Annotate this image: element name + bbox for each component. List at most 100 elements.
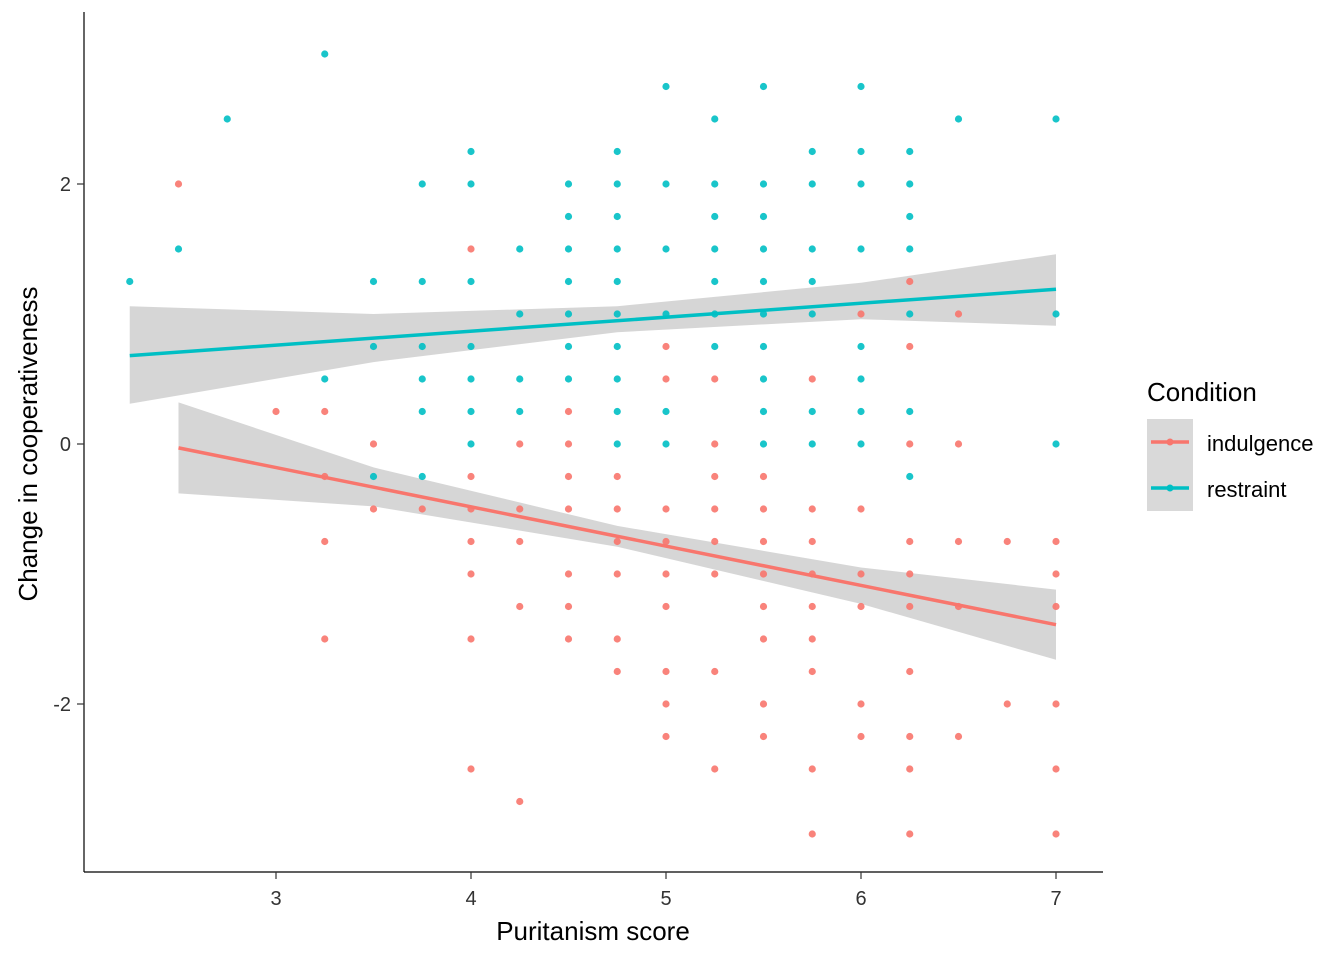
data-point-restraint (516, 245, 524, 253)
data-point-indulgence (906, 440, 914, 448)
data-point-indulgence (711, 570, 719, 578)
data-point-restraint (906, 310, 914, 318)
data-point-indulgence (1052, 602, 1060, 611)
data-point-restraint (467, 342, 475, 351)
data-point-restraint (467, 440, 475, 448)
data-point-indulgence (759, 602, 768, 611)
data-point-indulgence (711, 440, 719, 448)
data-point-restraint (564, 277, 573, 286)
data-point-restraint (808, 310, 816, 318)
data-point-restraint (126, 277, 134, 286)
data-point-indulgence (906, 732, 914, 741)
data-point-restraint (759, 440, 768, 448)
data-point-indulgence (662, 375, 670, 383)
legend-item-indulgence: indulgence (1147, 419, 1313, 465)
data-point-restraint (516, 407, 524, 416)
data-point-restraint (516, 375, 524, 383)
data-point-indulgence (1052, 830, 1060, 838)
y-axis-title: Change in cooperativeness (13, 286, 43, 601)
data-point-restraint (369, 472, 378, 481)
data-point-restraint (613, 375, 621, 383)
data-point-indulgence (662, 732, 670, 741)
data-point-indulgence (711, 472, 719, 481)
data-point-indulgence (857, 505, 865, 513)
data-point-indulgence (808, 602, 816, 611)
data-point-restraint (857, 82, 865, 91)
data-point-restraint (759, 277, 768, 286)
data-point-indulgence (954, 537, 963, 546)
data-point-indulgence (174, 180, 183, 188)
data-point-indulgence (808, 375, 816, 383)
data-point-indulgence (516, 797, 524, 806)
data-point-restraint (906, 147, 914, 156)
data-point-restraint (418, 180, 426, 188)
data-point-restraint (467, 277, 475, 286)
data-point-indulgence (516, 440, 524, 448)
data-point-restraint (418, 342, 426, 351)
data-point-indulgence (857, 602, 865, 611)
data-point-indulgence (711, 375, 719, 383)
data-point-indulgence (857, 310, 865, 318)
data-point-restraint (711, 212, 719, 221)
data-point-restraint (1052, 440, 1060, 448)
data-point-restraint (418, 472, 426, 481)
data-point-restraint (1052, 115, 1060, 123)
legend-label-indulgence: indulgence (1207, 431, 1313, 456)
data-point-indulgence (759, 570, 768, 578)
data-point-indulgence (516, 505, 524, 513)
x-tick-label: 7 (1050, 888, 1061, 910)
data-point-indulgence (467, 472, 475, 481)
ticks: 3 4 5 6 7 -2 0 2 (53, 174, 1061, 910)
data-point-indulgence (1052, 765, 1060, 773)
data-point-indulgence (467, 765, 475, 773)
data-point-restraint (516, 310, 524, 318)
data-point-indulgence (759, 635, 768, 643)
data-point-indulgence (808, 765, 816, 773)
data-point-indulgence (954, 310, 963, 318)
data-point-indulgence (272, 407, 280, 416)
data-point-restraint (662, 245, 670, 253)
confidence-ribbon-indulgence (178, 402, 1056, 660)
data-point-restraint (857, 407, 865, 416)
fit-line-indulgence (178, 446, 1057, 627)
data-point-indulgence (369, 505, 378, 513)
data-point-indulgence (808, 505, 816, 513)
data-point-restraint (613, 310, 621, 318)
data-point-indulgence (613, 537, 621, 546)
data-point-restraint (711, 342, 719, 351)
data-point-restraint (857, 180, 865, 188)
data-point-restraint (564, 212, 573, 221)
data-point-restraint (759, 342, 768, 351)
data-point-indulgence (516, 602, 524, 611)
data-point-restraint (467, 375, 475, 383)
data-point-indulgence (564, 602, 573, 611)
data-point-restraint (613, 277, 621, 286)
data-point-indulgence (613, 667, 621, 676)
data-point-restraint (564, 342, 573, 351)
data-point-indulgence (906, 830, 914, 838)
data-point-restraint (906, 212, 914, 221)
data-point-restraint (174, 245, 183, 253)
axes (83, 12, 1103, 873)
legend-item-restraint: restraint (1147, 465, 1286, 511)
data-point-indulgence (857, 570, 865, 578)
data-point-indulgence (906, 667, 914, 676)
data-point-indulgence (662, 570, 670, 578)
data-point-restraint (662, 180, 670, 188)
legend-dot-restraint (1166, 484, 1174, 492)
y-tick-label: -2 (53, 694, 71, 716)
data-point-indulgence (906, 342, 914, 351)
data-point-restraint (1052, 310, 1060, 318)
data-point-restraint (759, 180, 768, 188)
data-points (126, 50, 1060, 838)
data-point-restraint (711, 180, 719, 188)
data-point-indulgence (467, 635, 475, 643)
y-tick-label: 0 (60, 434, 71, 456)
data-point-indulgence (564, 407, 573, 416)
data-point-indulgence (564, 440, 573, 448)
data-point-indulgence (759, 732, 768, 741)
x-tick-label: 5 (660, 888, 671, 910)
data-point-indulgence (857, 732, 865, 741)
data-point-indulgence (954, 732, 963, 741)
data-point-restraint (662, 440, 670, 448)
